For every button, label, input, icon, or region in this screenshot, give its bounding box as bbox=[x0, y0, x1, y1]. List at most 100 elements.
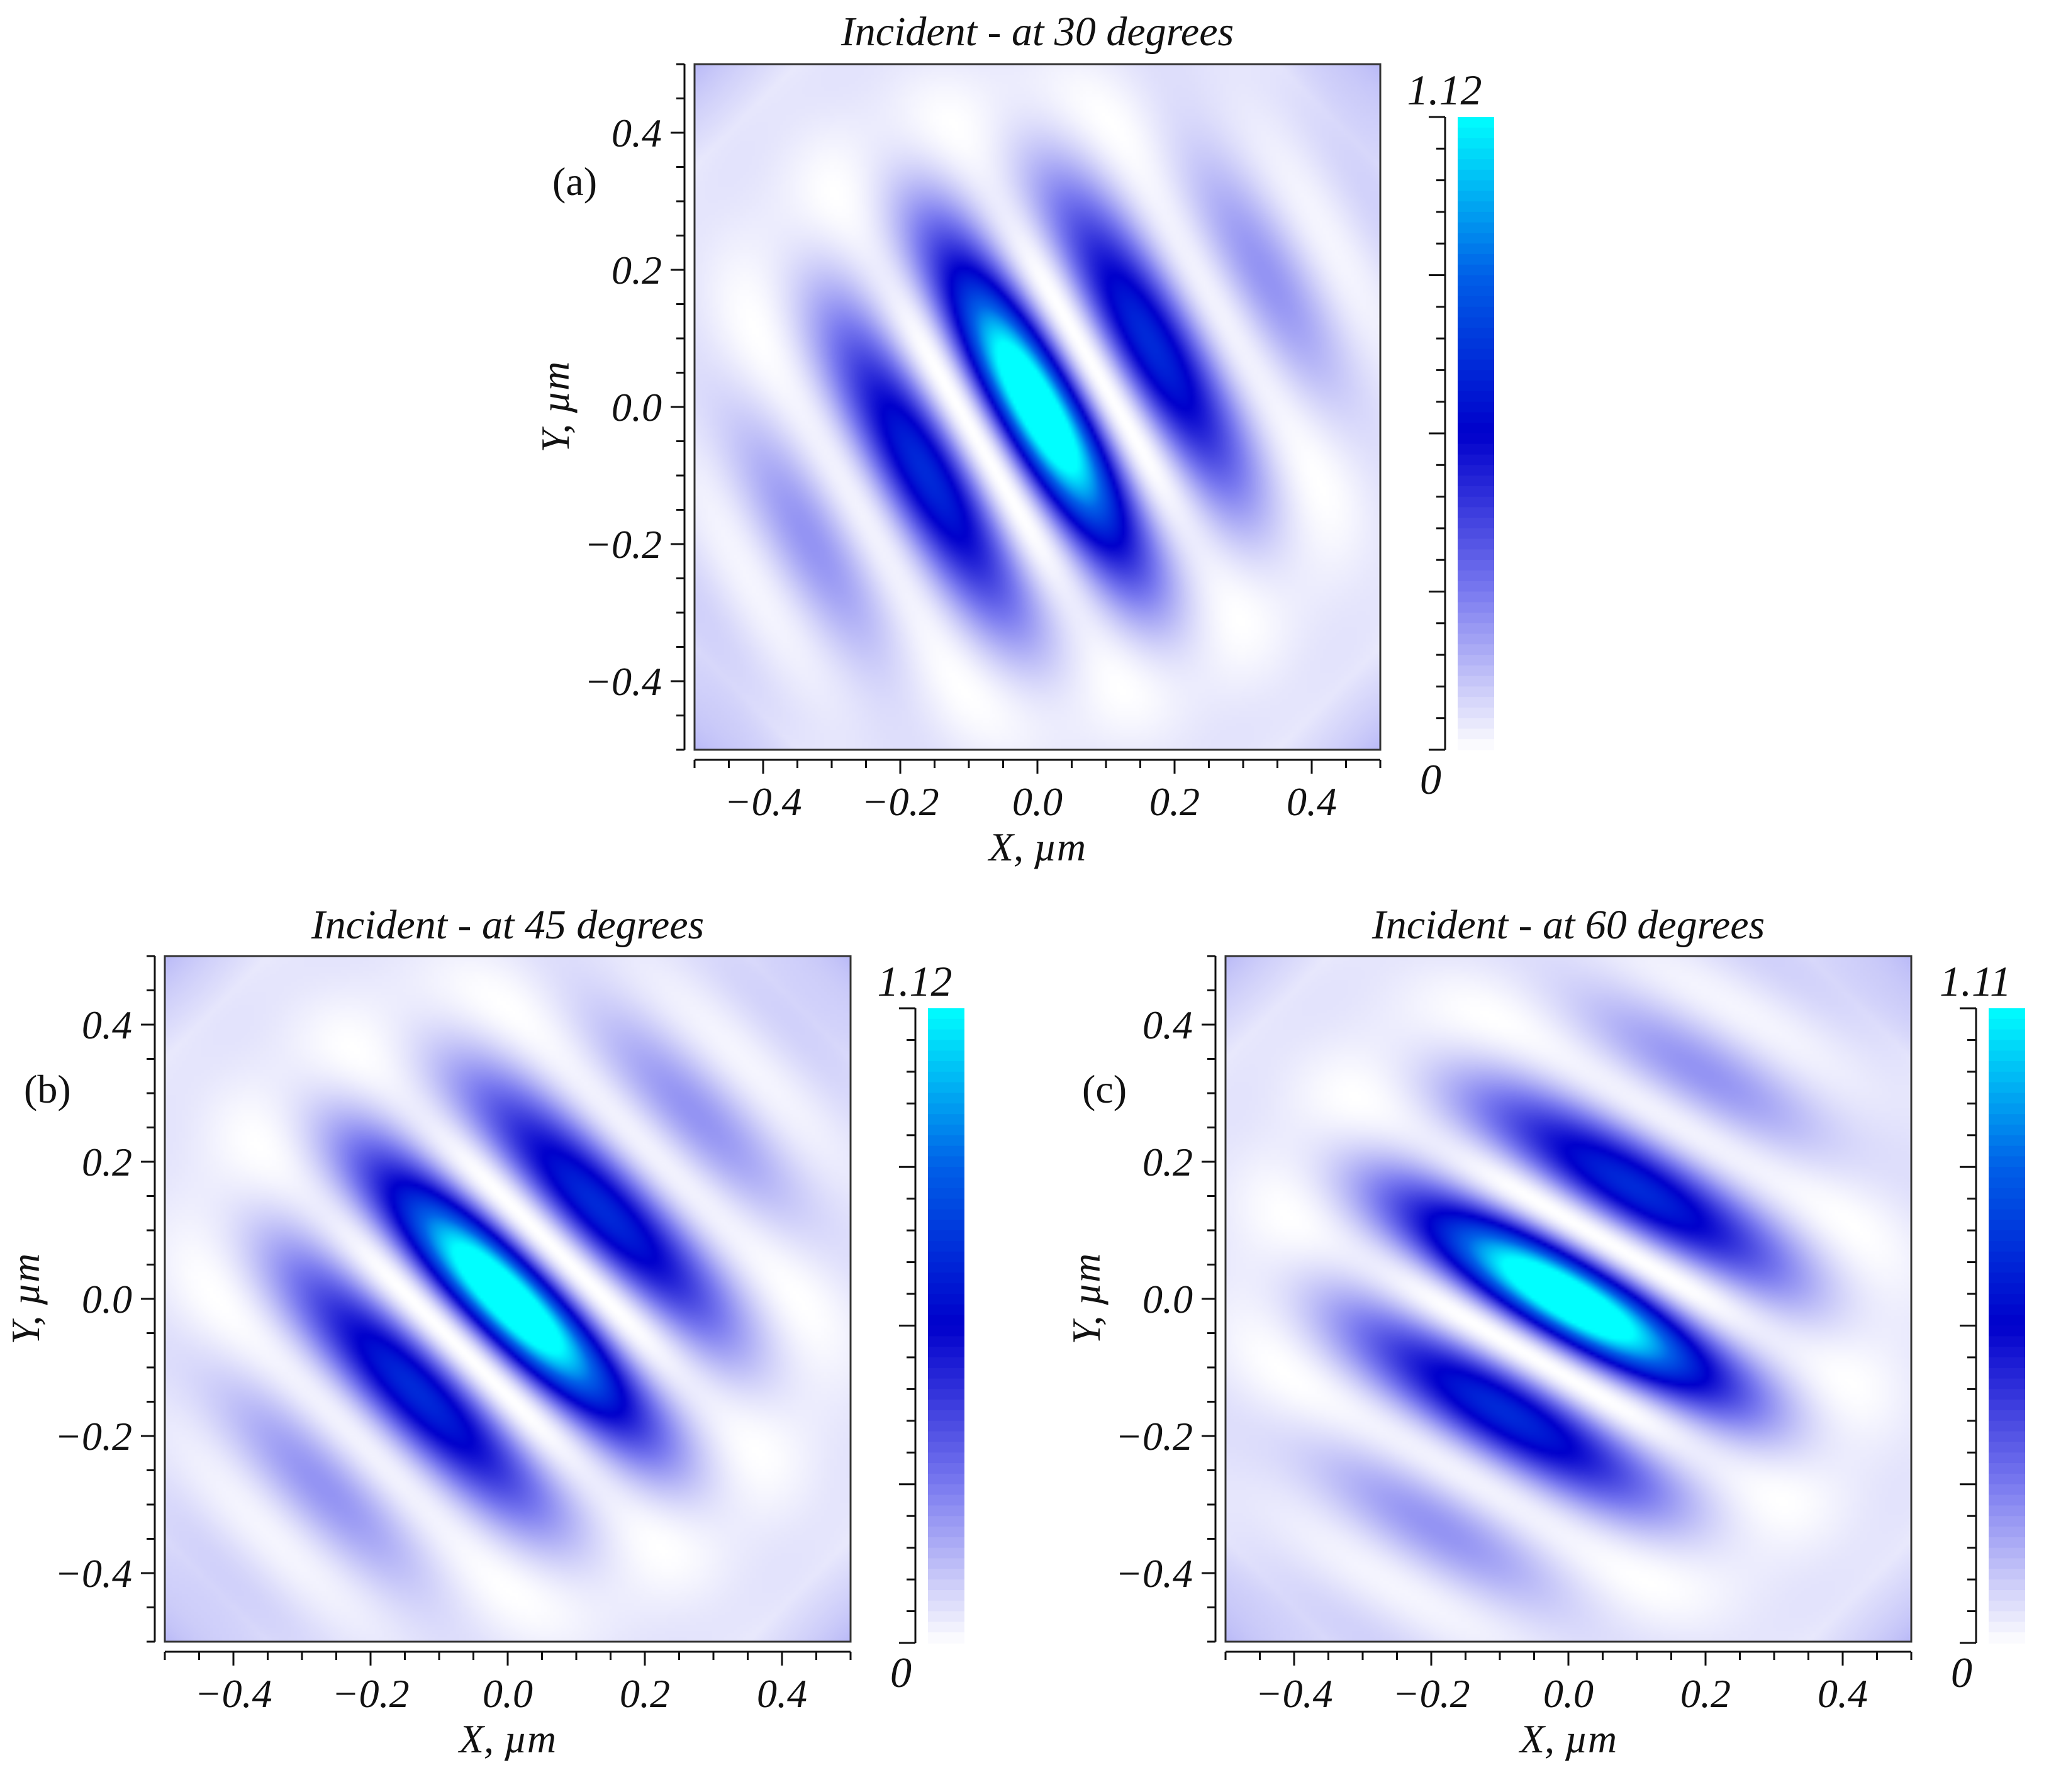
y-axis-label: Y, µm bbox=[1064, 1254, 1109, 1345]
colorbar-step bbox=[1989, 1156, 2025, 1168]
y-axis-label: Y, µm bbox=[533, 362, 578, 453]
x-tick-label: 0.2 bbox=[1149, 779, 1200, 824]
panel-label: (c) bbox=[1082, 1067, 1127, 1111]
colorbar-step bbox=[1989, 1505, 2025, 1517]
colorbar-step bbox=[1458, 633, 1494, 645]
colorbar-step bbox=[1458, 211, 1494, 223]
plot-frame bbox=[164, 955, 852, 1643]
colorbar-step bbox=[1458, 560, 1494, 571]
colorbar-step bbox=[928, 1494, 964, 1506]
colorbar-step bbox=[1458, 180, 1494, 192]
colorbar-step bbox=[1458, 338, 1494, 350]
colorbar-step bbox=[1458, 317, 1494, 329]
colorbar-step bbox=[1989, 1494, 2025, 1506]
colorbar-step bbox=[1458, 401, 1494, 413]
colorbar-step bbox=[1989, 1367, 2025, 1379]
colorbar-step bbox=[928, 1240, 964, 1252]
colorbar-step bbox=[1989, 1632, 2025, 1644]
x-tick-label: −0.4 bbox=[724, 779, 802, 824]
x-tick-label: −0.4 bbox=[194, 1671, 272, 1716]
colorbar-step bbox=[1989, 1579, 2025, 1591]
colorbar-step bbox=[928, 1569, 964, 1581]
colorbar-step bbox=[928, 1611, 964, 1623]
panel-label: (a) bbox=[552, 159, 597, 204]
chart-title: Incident - at 45 degrees bbox=[311, 902, 704, 948]
colorbar-step bbox=[1458, 602, 1494, 614]
colorbar-step bbox=[928, 1093, 964, 1105]
colorbar-step bbox=[1989, 1240, 2025, 1252]
colorbar-step bbox=[1989, 1473, 2025, 1485]
x-axis-label: X, µm bbox=[457, 1717, 556, 1761]
colorbar-step bbox=[1989, 1198, 2025, 1210]
colorbar-step bbox=[1989, 1304, 2025, 1316]
x-tick-label: −0.2 bbox=[861, 779, 939, 824]
panel-2: −0.4 −0.2 0.0 0.2 0.4 0.4 0.2 0.0 −0.2 −0.4 X, µm Y… bbox=[1064, 902, 2025, 1761]
colorbar-step bbox=[1458, 465, 1494, 477]
colorbar-step bbox=[928, 1378, 964, 1390]
colorbar-min-label: 0 bbox=[1420, 755, 1441, 803]
colorbar-step bbox=[1989, 1050, 2025, 1062]
colorbar-step bbox=[1458, 728, 1494, 740]
colorbar-step bbox=[1989, 1589, 2025, 1601]
plot-frame bbox=[1224, 955, 1913, 1643]
colorbar-step bbox=[1458, 697, 1494, 708]
colorbar-step bbox=[1458, 275, 1494, 287]
colorbar-step bbox=[1989, 1431, 2025, 1443]
colorbar-step bbox=[928, 1527, 964, 1538]
colorbar-step bbox=[928, 1420, 964, 1432]
x-tick-label: 0.4 bbox=[757, 1671, 807, 1716]
colorbar-step bbox=[928, 1431, 964, 1443]
colorbar-step bbox=[1458, 549, 1494, 561]
colorbar-step bbox=[1989, 1452, 2025, 1464]
y-tick-label: 0.2 bbox=[82, 1140, 132, 1184]
colorbar-step bbox=[928, 1230, 964, 1242]
colorbar-step bbox=[1989, 1040, 2025, 1052]
y-tick-label: −0.4 bbox=[584, 659, 662, 704]
y-tick-label: −0.2 bbox=[584, 522, 662, 567]
colorbar-step bbox=[928, 1283, 964, 1295]
colorbar-step bbox=[1458, 381, 1494, 392]
colorbar-step bbox=[1989, 1220, 2025, 1232]
colorbar-step bbox=[928, 1558, 964, 1570]
colorbar-step bbox=[928, 1114, 964, 1125]
colorbar-step bbox=[1458, 454, 1494, 466]
colorbar-step bbox=[928, 1484, 964, 1496]
x-axis-label: X, µm bbox=[1518, 1717, 1617, 1761]
panel-0: −0.4 −0.2 0.0 0.2 0.4 0.4 0.2 0.0 −0.2 −0.4 X, µm Y… bbox=[533, 9, 1494, 869]
colorbar-step bbox=[1458, 665, 1494, 677]
colorbar-step bbox=[1989, 1114, 2025, 1125]
colorbar-step bbox=[928, 1294, 964, 1305]
colorbar-step bbox=[928, 1262, 964, 1274]
y-tick-label: 0.4 bbox=[1142, 1003, 1193, 1047]
colorbar-step bbox=[1989, 1082, 2025, 1094]
colorbar-step bbox=[1458, 528, 1494, 540]
x-tick-label: 0.0 bbox=[1543, 1671, 1594, 1716]
colorbar-step bbox=[1989, 1357, 2025, 1369]
colorbar-step bbox=[1458, 739, 1494, 750]
colorbar-step bbox=[1989, 1167, 2025, 1179]
colorbar-step bbox=[928, 1410, 964, 1422]
colorbar-step bbox=[1989, 1145, 2025, 1157]
heatmap-image bbox=[165, 956, 851, 1642]
x-tick-label: 0.4 bbox=[1287, 779, 1337, 824]
y-tick-label: 0.4 bbox=[612, 111, 662, 155]
y-tick-label: −0.2 bbox=[1115, 1414, 1193, 1459]
y-tick-label: 0.0 bbox=[612, 385, 662, 430]
colorbar-step bbox=[1458, 391, 1494, 403]
x-tick-label: 0.0 bbox=[483, 1671, 533, 1716]
colorbar-step bbox=[928, 1400, 964, 1411]
colorbar-step bbox=[1458, 328, 1494, 340]
colorbar-step bbox=[928, 1071, 964, 1083]
colorbar-step bbox=[928, 1473, 964, 1485]
colorbar-step bbox=[928, 1061, 964, 1072]
colorbar-step bbox=[928, 1589, 964, 1601]
x-tick-label: 0.2 bbox=[620, 1671, 670, 1716]
colorbar-step bbox=[1989, 1177, 2025, 1189]
y-tick-label: 0.0 bbox=[1142, 1277, 1193, 1322]
y-tick-label: −0.2 bbox=[55, 1414, 132, 1459]
x-tick-label: −0.4 bbox=[1255, 1671, 1332, 1716]
colorbar-step bbox=[1989, 1135, 2025, 1147]
colorbar-step bbox=[928, 1357, 964, 1369]
colorbar-step bbox=[1989, 1029, 2025, 1041]
